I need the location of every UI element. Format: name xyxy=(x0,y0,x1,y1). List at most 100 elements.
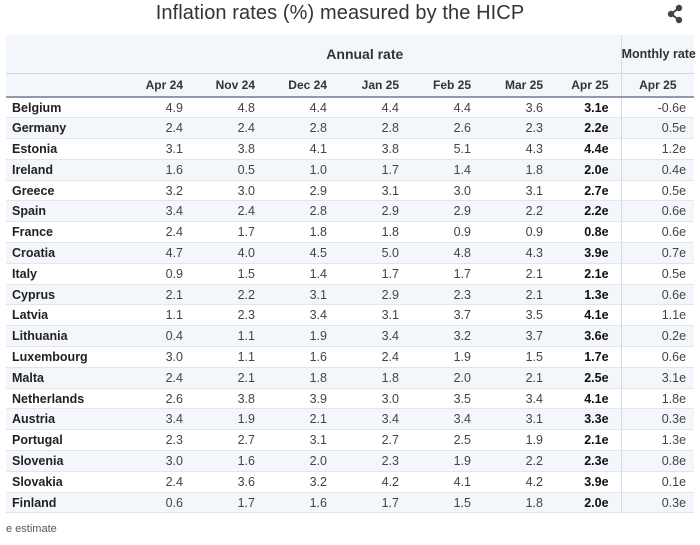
monthly-rate-cell: 0.5e xyxy=(621,180,695,202)
annual-rate-cell: 1.5 xyxy=(195,263,267,285)
country-label: Germany xyxy=(6,117,109,140)
annual-rate-cell: 2.0 xyxy=(267,450,339,472)
annual-rate-cell: 2.8 xyxy=(339,117,411,140)
table-row: France 2.4 1.7 1.8 1.8 0.9 0.9 0.8e 0.6e xyxy=(6,221,695,244)
annual-rate-cell: 2.3 xyxy=(411,284,483,306)
annual-rate-cell: 3.5 xyxy=(483,304,555,327)
annual-rate-cell: 2.8 xyxy=(267,117,339,140)
annual-rate-cell: 2.4 xyxy=(109,117,195,140)
country-label: Estonia xyxy=(6,138,109,160)
table-row: Croatia 4.7 4.0 4.5 5.0 4.8 4.3 3.9e 0.7e xyxy=(6,242,695,264)
annual-rate-cell: 1.6 xyxy=(109,159,195,181)
country-label: Netherlands xyxy=(6,388,109,410)
monthly-rate-cell: 1.8e xyxy=(621,388,695,410)
country-label: Ireland xyxy=(6,159,109,181)
annual-rate-cell: 3.9e xyxy=(555,471,622,493)
annual-rate-cell: 2.4 xyxy=(109,221,195,244)
annual-rate-cell: 2.0e xyxy=(555,492,622,514)
country-label: Greece xyxy=(6,180,109,202)
annual-rate-cell: 2.1 xyxy=(483,367,555,389)
annual-rate-cell: 4.8 xyxy=(411,242,483,264)
table-row: Ireland 1.6 0.5 1.0 1.7 1.4 1.8 2.0e 0.4e xyxy=(6,159,695,181)
annual-rate-cell: 3.4 xyxy=(339,325,411,348)
annual-rate-cell: 2.0e xyxy=(555,159,622,181)
annual-rate-cell: 2.7e xyxy=(555,180,622,202)
monthly-rate-cell: 0.3e xyxy=(621,492,695,514)
annual-rate-cell: 1.4 xyxy=(267,263,339,285)
annual-rate-cell: 2.4 xyxy=(339,346,411,368)
annual-rate-cell: 1.7e xyxy=(555,346,622,368)
annual-rate-cell: 3.2 xyxy=(411,325,483,348)
annual-rate-cell: 2.3 xyxy=(109,429,195,452)
monthly-rate-cell: 0.6e xyxy=(621,221,695,244)
annual-rate-cell: 2.9 xyxy=(339,200,411,223)
country-label: Portugal xyxy=(6,429,109,452)
annual-rate-cell: 1.8 xyxy=(339,367,411,389)
annual-rate-cell: 2.1e xyxy=(555,263,622,285)
column-header-apr-24: Apr 24 xyxy=(109,72,195,98)
annual-rate-cell: 4.7 xyxy=(109,242,195,264)
annual-rate-cell: 4.3 xyxy=(483,138,555,160)
monthly-rate-cell: 0.5e xyxy=(621,117,695,140)
annual-rate-cell: 0.6 xyxy=(109,492,195,514)
annual-rate-cell: 2.2 xyxy=(195,284,267,306)
annual-rate-cell: 3.1 xyxy=(267,429,339,452)
annual-rate-cell: 5.1 xyxy=(411,138,483,160)
annual-rate-cell: 1.7 xyxy=(195,492,267,514)
monthly-rate-cell: 0.8e xyxy=(621,450,695,472)
annual-rate-cell: 3.1 xyxy=(109,138,195,160)
annual-rate-cell: 3.8 xyxy=(339,138,411,160)
annual-rate-cell: 2.9 xyxy=(411,200,483,223)
monthly-rate-cell: 0.4e xyxy=(621,159,695,181)
annual-rate-cell: 3.0 xyxy=(411,180,483,202)
annual-rate-cell: 0.9 xyxy=(109,263,195,285)
annual-rate-cell: 2.6 xyxy=(411,117,483,140)
annual-rate-cell: 3.3e xyxy=(555,408,622,431)
annual-rate-cell: 3.1 xyxy=(483,180,555,202)
table-row: Lithuania 0.4 1.1 1.9 3.4 3.2 3.7 3.6e 0.2e xyxy=(6,325,695,348)
annual-rate-cell: 4.4 xyxy=(267,97,339,119)
annual-rate-cell: 1.8 xyxy=(483,492,555,514)
annual-rate-cell: 1.6 xyxy=(195,450,267,472)
annual-rate-cell: 1.5 xyxy=(483,346,555,368)
annual-rate-cell: 4.2 xyxy=(339,471,411,493)
monthly-rate-cell: 0.6e xyxy=(621,284,695,306)
annual-rate-cell: 1.7 xyxy=(339,159,411,181)
share-icon[interactable] xyxy=(664,3,686,25)
annual-rate-cell: 3.1 xyxy=(483,408,555,431)
country-label: Croatia xyxy=(6,242,109,264)
monthly-rate-cell: 1.3e xyxy=(621,429,695,452)
annual-rate-cell: 1.6 xyxy=(267,492,339,514)
country-label: Austria xyxy=(6,408,109,431)
annual-rate-cell: 2.5e xyxy=(555,367,622,389)
annual-rate-cell: 1.7 xyxy=(339,263,411,285)
monthly-rate-cell: 0.7e xyxy=(621,242,695,264)
annual-rate-cell: 1.1 xyxy=(109,304,195,327)
table-row: Italy 0.9 1.5 1.4 1.7 1.7 2.1 2.1e 0.5e xyxy=(6,263,695,285)
annual-rate-cell: 3.5 xyxy=(411,388,483,410)
annual-rate-cell: 3.1 xyxy=(339,304,411,327)
annual-rate-cell: 2.3e xyxy=(555,450,622,472)
annual-rate-cell: 5.0 xyxy=(339,242,411,264)
annual-rate-cell: 2.1 xyxy=(109,284,195,306)
annual-rate-cell: 3.9e xyxy=(555,242,622,264)
annual-rate-cell: 2.5 xyxy=(411,429,483,452)
annual-rate-cell: 0.9 xyxy=(411,221,483,244)
annual-rate-cell: 3.7 xyxy=(411,304,483,327)
annual-rate-cell: 3.0 xyxy=(339,388,411,410)
annual-rate-cell: 4.8 xyxy=(195,97,267,119)
annual-rate-cell: 2.1 xyxy=(483,263,555,285)
hicp-table: Annual rate Monthly rate Apr 24 Nov 24 Dec… xyxy=(6,35,696,514)
column-header-nov-24: Nov 24 xyxy=(195,72,267,98)
annual-rate-cell: 2.2e xyxy=(555,200,622,223)
column-header-dec-24: Dec 24 xyxy=(267,72,339,98)
table-row: Luxembourg 3.0 1.1 1.6 2.4 1.9 1.5 1.7e 0.6e xyxy=(6,346,695,368)
annual-rate-cell: 3.1 xyxy=(339,180,411,202)
annual-rate-cell: 3.2 xyxy=(109,180,195,202)
annual-rate-cell: 1.1 xyxy=(195,346,267,368)
annual-rate-cell: 4.1e xyxy=(555,388,622,410)
annual-rate-cell: 3.4 xyxy=(483,388,555,410)
annual-rate-cell: 4.5 xyxy=(267,242,339,264)
annual-rate-cell: 4.4 xyxy=(339,97,411,119)
country-label: Slovenia xyxy=(6,450,109,472)
